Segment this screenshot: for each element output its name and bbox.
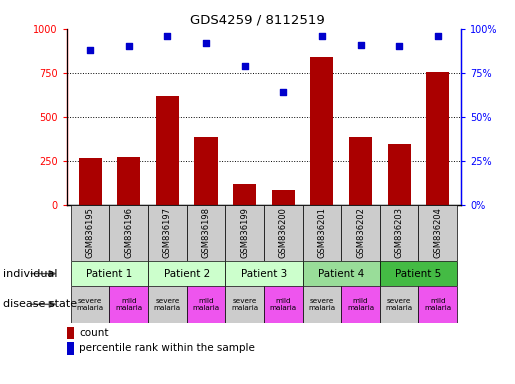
Point: [202, 40, 210, 46]
Text: Patient 5: Patient 5: [396, 268, 441, 279]
Bar: [303, 286, 341, 323]
Text: severe
malaria: severe malaria: [77, 298, 104, 311]
Point: [395, 43, 403, 50]
Text: GSM836203: GSM836203: [394, 207, 404, 258]
Bar: [310, 57, 334, 205]
Point: [318, 33, 326, 39]
Text: percentile rank within the sample: percentile rank within the sample: [79, 343, 255, 353]
Point: [125, 43, 133, 50]
Bar: [148, 286, 186, 323]
Text: severe
malaria: severe malaria: [308, 298, 335, 311]
Text: mild
malaria: mild malaria: [424, 298, 451, 311]
Bar: [71, 286, 109, 323]
Bar: [426, 72, 449, 205]
Bar: [71, 261, 148, 286]
Text: severe
malaria: severe malaria: [154, 298, 181, 311]
Text: mild
malaria: mild malaria: [193, 298, 219, 311]
Text: GSM836204: GSM836204: [433, 207, 442, 258]
Point: [356, 41, 365, 48]
Bar: [349, 137, 372, 205]
Bar: [341, 286, 380, 323]
Text: GSM836198: GSM836198: [201, 207, 211, 258]
Point: [241, 63, 249, 69]
Text: Patient 3: Patient 3: [241, 268, 287, 279]
Point: [86, 47, 94, 53]
Text: Patient 2: Patient 2: [164, 268, 210, 279]
Bar: [226, 261, 303, 286]
Text: GSM836196: GSM836196: [124, 207, 133, 258]
Bar: [303, 205, 341, 261]
Bar: [380, 261, 457, 286]
Bar: [71, 205, 109, 261]
Text: GDS4259 / 8112519: GDS4259 / 8112519: [190, 13, 325, 26]
Bar: [272, 190, 295, 205]
Bar: [380, 286, 419, 323]
Text: GSM836201: GSM836201: [317, 207, 327, 258]
Point: [163, 33, 171, 39]
Bar: [264, 286, 303, 323]
Bar: [148, 205, 186, 261]
Text: Patient 1: Patient 1: [87, 268, 132, 279]
Bar: [109, 205, 148, 261]
Bar: [226, 205, 264, 261]
Text: GSM836200: GSM836200: [279, 207, 288, 258]
Bar: [109, 286, 148, 323]
Bar: [264, 205, 303, 261]
Bar: [67, 342, 74, 354]
Text: disease state: disease state: [3, 299, 77, 310]
Bar: [186, 205, 226, 261]
Bar: [419, 205, 457, 261]
Text: GSM836199: GSM836199: [240, 207, 249, 258]
Bar: [341, 205, 380, 261]
Bar: [380, 205, 419, 261]
Text: mild
malaria: mild malaria: [270, 298, 297, 311]
Bar: [226, 286, 264, 323]
Bar: [148, 261, 226, 286]
Text: mild
malaria: mild malaria: [115, 298, 142, 311]
Bar: [78, 158, 102, 205]
Text: individual: individual: [3, 268, 57, 279]
Bar: [156, 96, 179, 205]
Text: Patient 4: Patient 4: [318, 268, 364, 279]
Text: count: count: [79, 328, 109, 338]
Bar: [117, 157, 140, 205]
Text: mild
malaria: mild malaria: [347, 298, 374, 311]
Point: [279, 89, 287, 96]
Bar: [388, 144, 411, 205]
Bar: [303, 261, 380, 286]
Text: GSM836202: GSM836202: [356, 207, 365, 258]
Text: severe
malaria: severe malaria: [231, 298, 258, 311]
Bar: [195, 137, 218, 205]
Text: severe
malaria: severe malaria: [386, 298, 413, 311]
Bar: [233, 184, 256, 205]
Bar: [419, 286, 457, 323]
Bar: [67, 327, 74, 339]
Bar: [186, 286, 226, 323]
Text: GSM836197: GSM836197: [163, 207, 172, 258]
Point: [434, 33, 442, 39]
Text: GSM836195: GSM836195: [85, 207, 95, 258]
